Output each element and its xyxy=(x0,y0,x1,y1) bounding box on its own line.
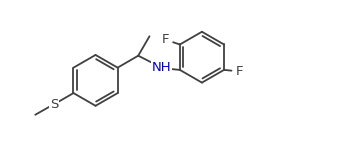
Text: NH: NH xyxy=(152,61,171,74)
Text: S: S xyxy=(50,98,58,111)
Text: F: F xyxy=(236,65,244,78)
Text: F: F xyxy=(162,33,169,46)
